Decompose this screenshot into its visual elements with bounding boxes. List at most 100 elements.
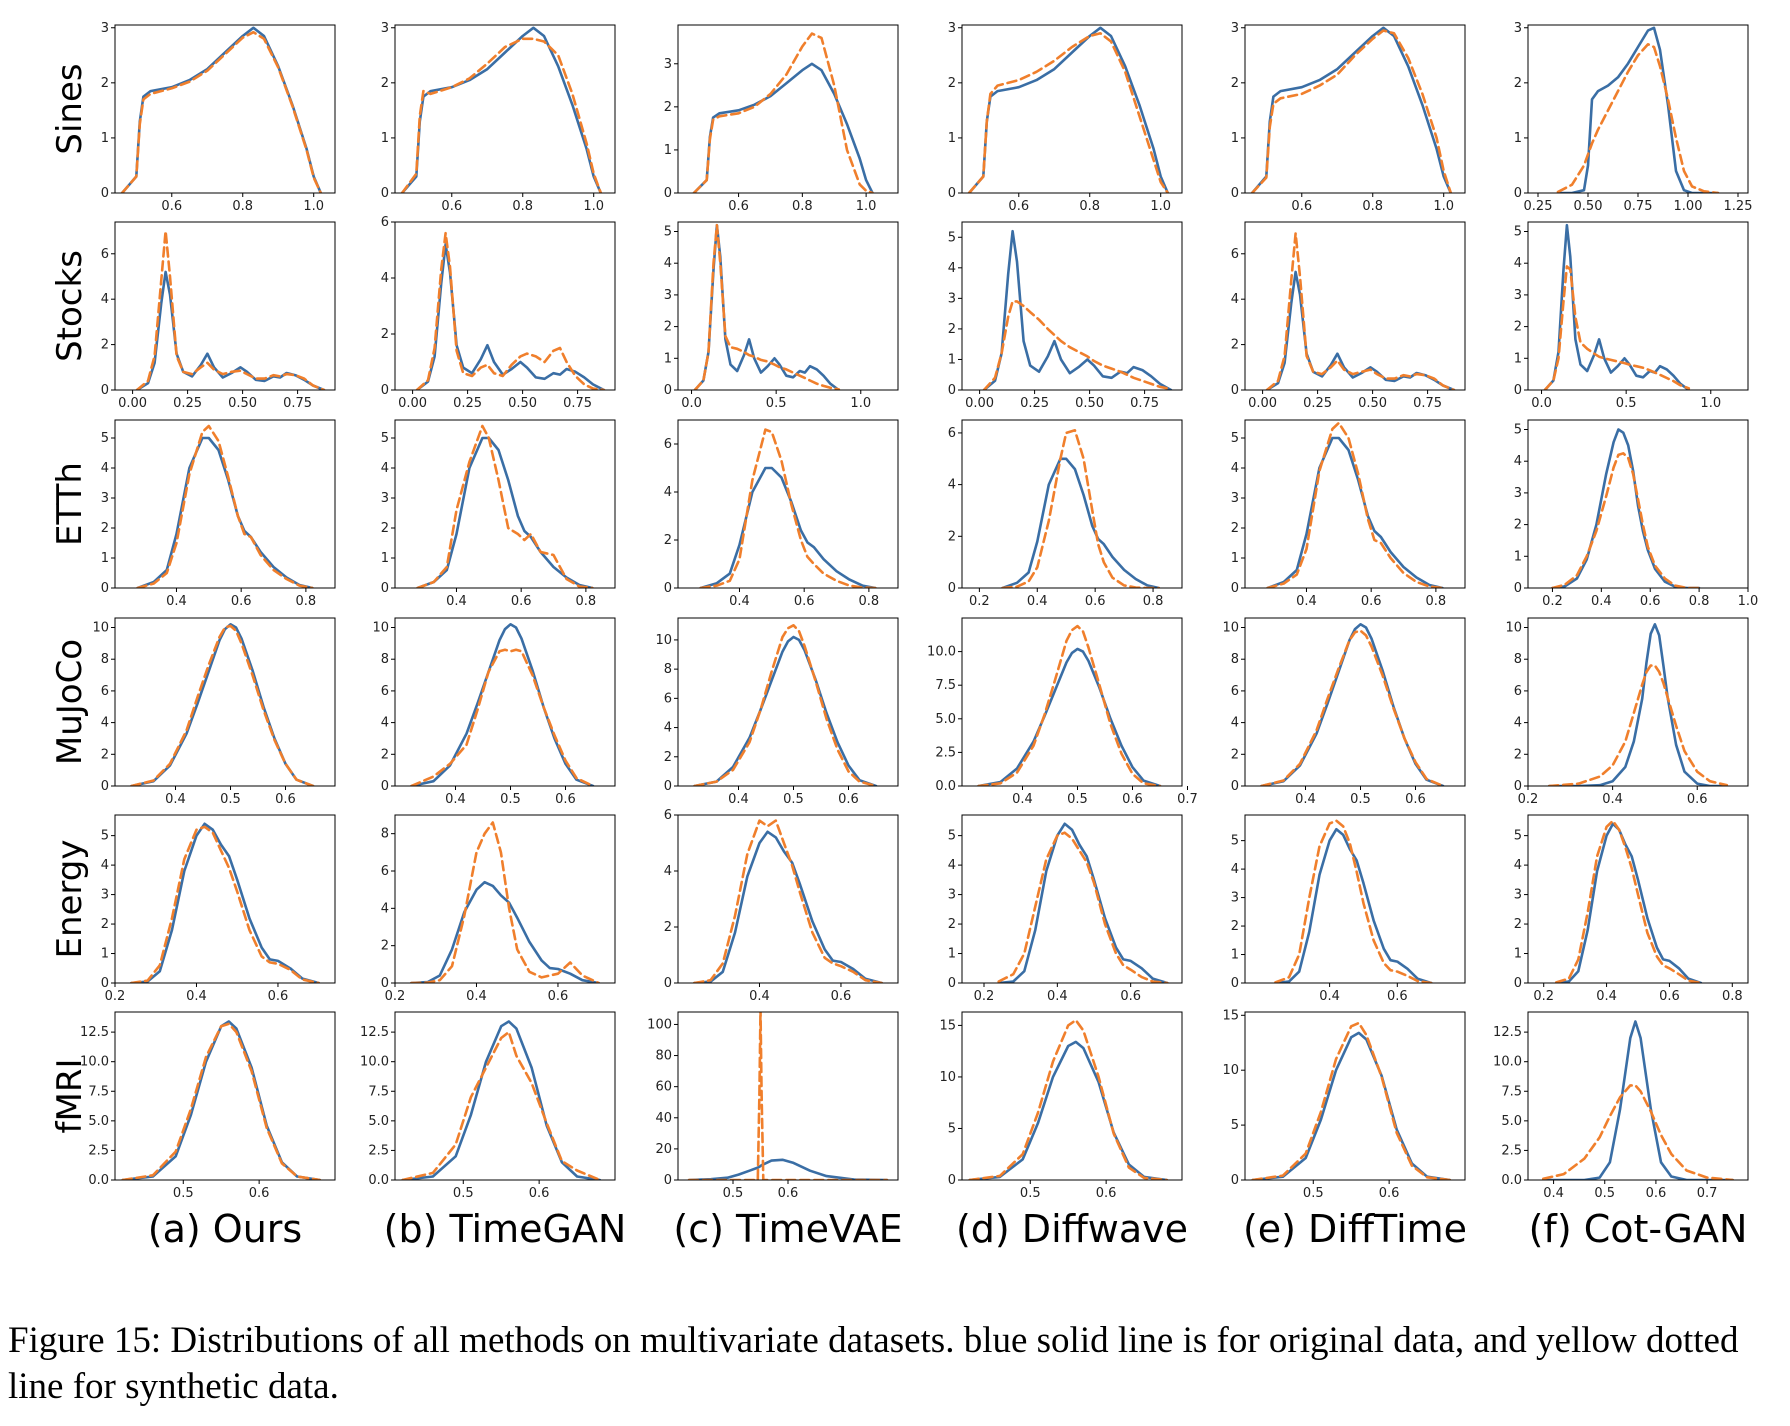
y-tick-label: 3 [101, 21, 109, 36]
plot-frame [394, 814, 616, 984]
original-data-line [692, 62, 874, 193]
subplot-stocks-4: 0.00 0.25 0.50 0.75 0 2 4 6 [1231, 221, 1466, 411]
y-tick-label: 4 [948, 261, 956, 276]
y-tick-label: 0.0 [368, 1173, 389, 1188]
y-tick-label: 0 [101, 581, 109, 596]
y-tick-label: 1 [948, 352, 956, 367]
x-tick-label: 0.4 [728, 792, 749, 807]
y-tick-label: 8 [664, 662, 672, 677]
y-tick-label: 3 [1231, 491, 1239, 506]
y-tick-label: 10 [655, 633, 672, 648]
y-tick-label: 4 [664, 256, 672, 271]
y-tick-label: 12.5 [360, 1025, 389, 1040]
synthetic-data-line [415, 231, 606, 390]
y-tick-label: 1 [381, 551, 389, 566]
x-tick-label: 0.75 [1413, 396, 1442, 411]
x-tick-label: 0.4 [1295, 792, 1316, 807]
column-label: (d) Diffwave [956, 1207, 1188, 1250]
subplot-sines-2: 0.6 0.8 1.0 0 1 2 3 [664, 24, 899, 214]
subplot-sines-4: 0.6 0.8 1.0 0 1 2 3 [1231, 21, 1466, 214]
original-data-line [693, 223, 841, 390]
y-tick-label: 0 [664, 1173, 672, 1188]
synthetic-data-line [130, 825, 321, 983]
y-tick-label: 3 [381, 21, 389, 36]
x-tick-label: 0.6 [268, 989, 289, 1004]
synthetic-data-line [409, 821, 601, 983]
y-tick-label: 5 [101, 431, 109, 446]
x-tick-label: 0.6 [1640, 594, 1661, 609]
synthetic-data-line [135, 229, 326, 390]
y-tick-label: 0 [948, 186, 956, 201]
distribution-grid: Sines Stocks ETTh MuJoCo Energy fMRI (a) Ours (… [50, 21, 1758, 1250]
x-tick-label: 0.8 [512, 199, 533, 214]
y-tick-label: 5 [381, 431, 389, 446]
y-tick-label: 3 [948, 291, 956, 306]
y-tick-label: 2 [1514, 747, 1522, 762]
original-data-line [1542, 1020, 1734, 1180]
x-tick-label: 0.4 [1319, 989, 1340, 1004]
x-tick-label: 0.6 [838, 792, 859, 807]
x-tick-label: 0.50 [1574, 199, 1603, 214]
y-tick-label: 2.5 [935, 745, 956, 760]
y-tick-label: 3 [1231, 21, 1239, 36]
y-tick-label: 2 [1514, 76, 1522, 91]
y-tick-label: 0 [1231, 581, 1239, 596]
y-tick-label: 4 [1231, 292, 1239, 307]
synthetic-data-line [1543, 265, 1691, 390]
original-data-line [120, 26, 323, 193]
plot-frame [394, 419, 616, 589]
original-data-line [416, 436, 594, 588]
x-tick-label: 1.00 [1674, 199, 1703, 214]
x-tick-label: 0.4 [446, 594, 467, 609]
y-tick-label: 7.5 [1501, 1084, 1522, 1099]
x-tick-label: 0.4 [166, 594, 187, 609]
x-tick-label: 0.5 [1616, 396, 1637, 411]
synthetic-data-line [120, 30, 323, 193]
x-tick-label: 0.6 [1379, 1186, 1400, 1201]
x-tick-label: 0.6 [1405, 792, 1426, 807]
y-tick-label: 5 [1514, 829, 1522, 844]
plot-frame [1244, 617, 1466, 787]
synthetic-data-line [699, 428, 877, 588]
y-tick-label: 6 [1514, 684, 1522, 699]
y-tick-label: 0 [101, 976, 109, 991]
x-tick-label: 0.75 [1624, 199, 1653, 214]
subplot-mujoco-4: 0.4 0.5 0.6 0 2 4 6 8 10 [1222, 617, 1466, 807]
original-data-line [1556, 26, 1720, 193]
x-tick-label: 0.2 [105, 989, 126, 1004]
x-tick-label: 0.4 [1602, 792, 1623, 807]
synthetic-data-line [410, 648, 595, 786]
plot-frame [394, 221, 616, 391]
y-tick-label: 0 [664, 976, 672, 991]
y-tick-label: 6 [948, 426, 956, 441]
x-tick-label: 0.2 [969, 594, 990, 609]
y-tick-label: 4 [948, 478, 956, 493]
synthetic-data-line [136, 424, 314, 588]
x-tick-label: 0.6 [831, 989, 852, 1004]
plot-frame [1527, 814, 1749, 984]
y-tick-label: 0 [101, 779, 109, 794]
y-tick-label: 10 [939, 1070, 956, 1085]
y-tick-label: 2.5 [368, 1143, 389, 1158]
x-tick-label: 0.6 [529, 1186, 550, 1201]
synthetic-data-line [692, 32, 874, 193]
x-tick-label: 0.6 [1361, 594, 1382, 609]
y-tick-label: 1 [1231, 551, 1239, 566]
plot-frame [677, 1011, 899, 1181]
original-data-line [1547, 622, 1729, 786]
synthetic-data-line [400, 37, 603, 193]
x-tick-label: 0.6 [1096, 1186, 1117, 1201]
y-tick-label: 0.0 [1501, 1173, 1522, 1188]
y-tick-label: 2 [1514, 917, 1522, 932]
y-tick-label: 2 [664, 920, 672, 935]
x-tick-label: 0.6 [1291, 199, 1312, 214]
y-tick-label: 4 [664, 485, 672, 500]
synthetic-data-line [982, 300, 1173, 390]
x-tick-label: 0.8 [1426, 594, 1447, 609]
y-tick-label: 6 [664, 437, 672, 452]
x-tick-label: 0.6 [794, 594, 815, 609]
synthetic-data-line [1274, 819, 1433, 983]
synthetic-data-line [1551, 451, 1701, 588]
x-tick-label: 0.8 [296, 594, 317, 609]
y-tick-label: 2 [664, 533, 672, 548]
